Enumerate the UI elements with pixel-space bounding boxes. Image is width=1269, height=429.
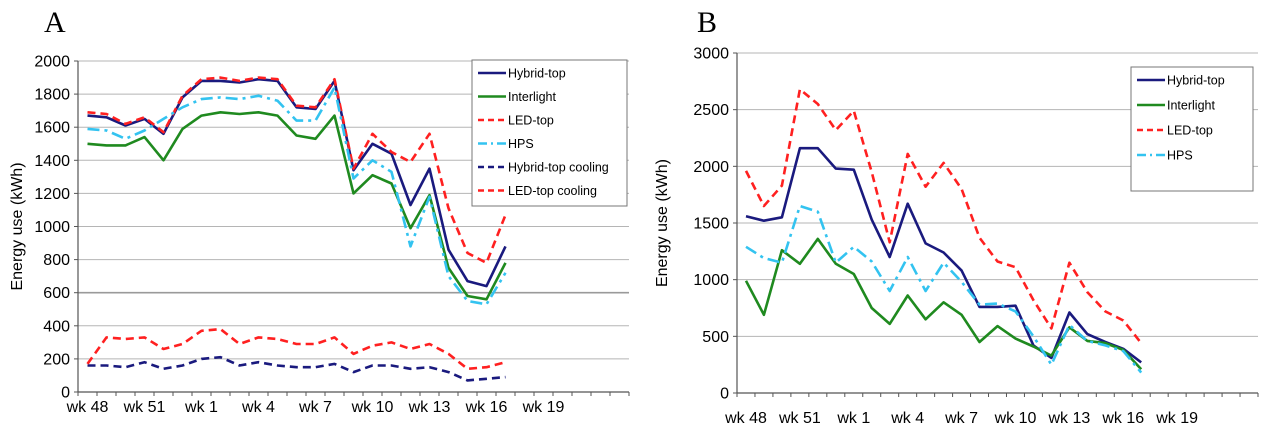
x-tick-label: wk 7	[298, 399, 332, 416]
y-axis-label: Energy use (kWh)	[654, 159, 671, 287]
x-tick-label: wk 48	[66, 399, 109, 416]
x-tick-label: wk 19	[1155, 410, 1198, 427]
legend-box	[471, 59, 628, 207]
series-line-led-top-cooling	[86, 327, 506, 371]
y-tick-label: 1400	[34, 153, 70, 170]
series-line-led-top	[87, 76, 507, 265]
y-tick-label: 1000	[34, 219, 70, 236]
chart-panel-a: 0 200 400 600 800 1000 1200 1400 1600 1800 2000 wk …	[9, 54, 630, 416]
series-line-hps	[87, 86, 507, 306]
legend-entry: LED-top	[1167, 124, 1213, 138]
legend-entry: LED-top cooling	[508, 184, 597, 198]
x-tick-label: wk 16	[465, 399, 508, 416]
series-line-hybrid-top	[745, 146, 1142, 364]
y-tick-label: 0	[720, 386, 729, 403]
series-line-hps	[745, 204, 1143, 374]
legend-entry: Hybrid-top cooling	[508, 161, 609, 175]
x-tick-label: wk 4	[241, 399, 275, 416]
x-tick-label: wk 1	[184, 399, 218, 416]
y-tick-label: 500	[702, 329, 729, 346]
legend-entry: Interlight	[1167, 99, 1215, 113]
y-tick-label: 3000	[693, 46, 729, 63]
x-tick-label: wk 10	[351, 399, 394, 416]
y-tick-label: 1600	[34, 120, 70, 137]
y-tick-label: 1800	[34, 87, 70, 104]
y-tick-label: 600	[43, 285, 70, 302]
y-tick-label: 200	[43, 351, 70, 368]
panel-b-letter: B	[697, 6, 718, 39]
series-line-led-top	[744, 88, 1143, 344]
legend-entry: Hybrid-top	[508, 67, 566, 81]
series-line-interlight	[87, 111, 507, 301]
x-tick-label: wk 19	[522, 399, 565, 416]
x-tick-label: wk 10	[994, 410, 1037, 427]
y-tick-label: 1200	[34, 186, 70, 203]
legend-entry: Hybrid-top	[1167, 74, 1225, 88]
series-line-hybrid-top	[87, 77, 507, 288]
x-tick-label: wk 7	[944, 410, 978, 427]
legend-entry: HPS	[1167, 149, 1193, 163]
x-tick-label: wk 16	[1101, 410, 1144, 427]
y-axis-label: Energy use (kWh)	[9, 162, 26, 290]
series-line-hybrid-top-cooling	[87, 355, 506, 382]
panel-a-letter: A	[44, 6, 66, 39]
y-tick-label: 0	[61, 385, 70, 402]
x-tick-label: wk 51	[123, 399, 166, 416]
y-tick-label: 800	[43, 252, 70, 269]
x-tick-label: wk 13	[408, 399, 451, 416]
legend-entry: LED-top	[508, 114, 554, 128]
x-tick-label: wk 51	[778, 410, 821, 427]
series-line-interlight	[744, 237, 1143, 371]
legend-entry: HPS	[508, 137, 534, 151]
y-tick-label: 1000	[693, 272, 729, 289]
legend-entry: Interlight	[508, 90, 556, 104]
y-tick-label: 2000	[693, 159, 729, 176]
y-tick-label: 2000	[34, 54, 70, 71]
x-tick-label: wk 48	[724, 410, 767, 427]
x-tick-label: wk 4	[890, 410, 924, 427]
y-tick-label: 400	[43, 318, 70, 335]
chart-panel-b: 0 500 1000 1500 2000 2500 3000 wk 48 wk 51 wk 1 wk…	[654, 46, 1259, 427]
y-tick-label: 2500	[693, 102, 729, 119]
x-tick-label: wk 1	[836, 410, 870, 427]
x-tick-label: wk 13	[1047, 410, 1090, 427]
y-tick-label: 1500	[693, 216, 729, 233]
